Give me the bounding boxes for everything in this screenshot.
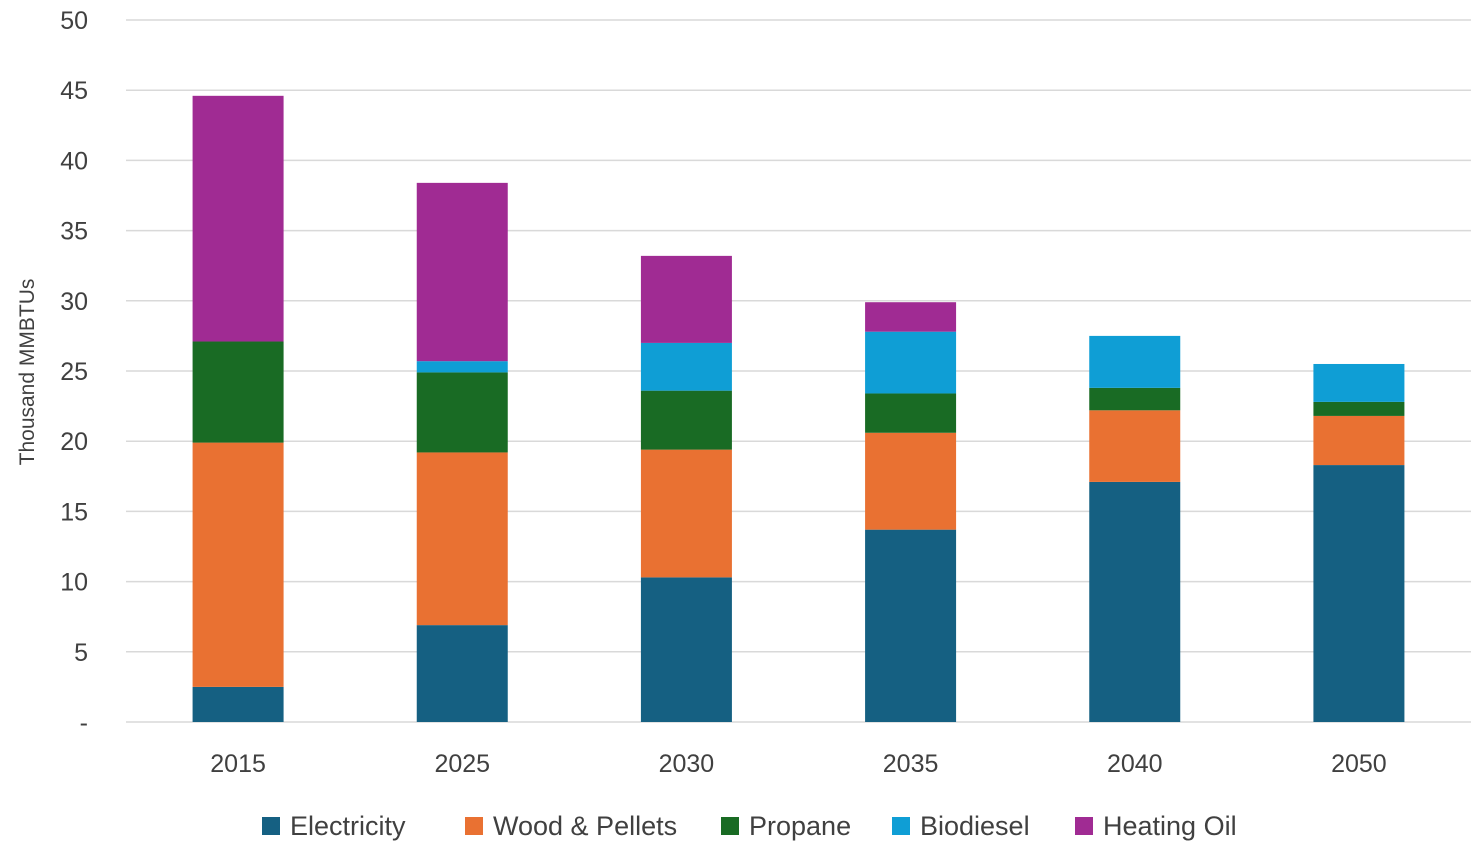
y-tick-label: 50 bbox=[60, 7, 88, 35]
bar-segment bbox=[416, 372, 508, 453]
x-tick-label: 2025 bbox=[434, 750, 490, 778]
bar-segment bbox=[1089, 410, 1181, 482]
legend-label: Electricity bbox=[290, 811, 406, 841]
legend-item: Biodiesel bbox=[892, 811, 1030, 841]
legend-swatch bbox=[1075, 817, 1093, 835]
bar-segment bbox=[1313, 465, 1405, 722]
x-tick-label: 2015 bbox=[210, 750, 266, 778]
y-tick-labels: - 5 10 15 20 25 30 35 40 45 50 bbox=[60, 7, 88, 737]
legend-label: Heating Oil bbox=[1103, 811, 1237, 841]
x-tick-label: 2050 bbox=[1331, 750, 1387, 778]
bar-segment bbox=[416, 625, 508, 722]
x-tick-labels: 2015 2025 2030 2035 2040 2050 bbox=[210, 750, 1386, 778]
y-tick-label: 10 bbox=[60, 569, 88, 597]
y-tick-label: 45 bbox=[60, 77, 88, 105]
gridlines bbox=[126, 19, 1471, 723]
bars bbox=[192, 95, 1405, 722]
y-tick-label: 40 bbox=[60, 147, 88, 175]
bar-segment bbox=[1313, 363, 1405, 402]
legend-item: Electricity bbox=[262, 811, 406, 841]
bar-segment bbox=[640, 577, 732, 722]
legend-item: Propane bbox=[721, 811, 851, 841]
y-tick-label: 20 bbox=[60, 428, 88, 456]
x-tick-label: 2035 bbox=[883, 750, 939, 778]
legend-swatch bbox=[721, 817, 739, 835]
x-tick-label: 2040 bbox=[1107, 750, 1163, 778]
bar-segment bbox=[416, 182, 508, 362]
bar-segment bbox=[640, 255, 732, 343]
bar-segment bbox=[416, 452, 508, 626]
bar-segment bbox=[192, 686, 284, 722]
bar-segment bbox=[640, 449, 732, 578]
bar-segment bbox=[192, 442, 284, 687]
y-tick-label: 25 bbox=[60, 358, 88, 386]
legend-item: Heating Oil bbox=[1075, 811, 1237, 841]
legend-swatch bbox=[892, 817, 910, 835]
legend-item: Wood & Pellets bbox=[465, 811, 677, 841]
bar-segment bbox=[640, 390, 732, 450]
bar-segment bbox=[1089, 335, 1181, 388]
legend-label: Wood & Pellets bbox=[493, 811, 677, 841]
legend-label: Propane bbox=[749, 811, 851, 841]
legend-swatch bbox=[262, 817, 280, 835]
bar-segment bbox=[416, 361, 508, 373]
bar-segment bbox=[1313, 401, 1405, 416]
y-tick-label: - bbox=[80, 709, 88, 737]
legend-swatch bbox=[465, 817, 483, 835]
bar-segment bbox=[865, 529, 957, 722]
bar-segment bbox=[192, 95, 284, 342]
bar-segment bbox=[865, 331, 957, 394]
bar-segment bbox=[865, 393, 957, 433]
bar-segment bbox=[865, 302, 957, 332]
bar-segment bbox=[192, 341, 284, 443]
y-tick-label: 15 bbox=[60, 498, 88, 526]
bar-segment bbox=[640, 342, 732, 391]
y-axis-title: Thousand MMBTUs bbox=[16, 279, 39, 466]
y-tick-label: 30 bbox=[60, 288, 88, 316]
y-tick-label: 35 bbox=[60, 218, 88, 246]
legend: Electricity Wood & Pellets Propane Biodiese… bbox=[262, 811, 1237, 841]
x-tick-label: 2030 bbox=[659, 750, 715, 778]
y-tick-label: 5 bbox=[74, 639, 88, 667]
bar-segment bbox=[1089, 481, 1181, 722]
bar-segment bbox=[1089, 387, 1181, 411]
bar-segment bbox=[1313, 415, 1405, 466]
legend-label: Biodiesel bbox=[920, 811, 1030, 841]
bar-segment bbox=[865, 432, 957, 530]
